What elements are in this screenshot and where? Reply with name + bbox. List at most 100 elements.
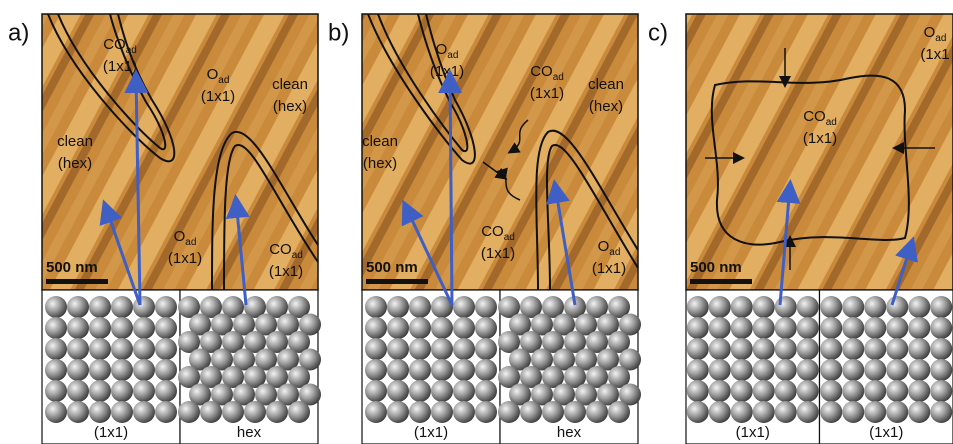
atom [775, 401, 797, 423]
atom [864, 380, 886, 402]
atom [111, 401, 133, 423]
annotation-text: (hex) [589, 98, 623, 115]
atom [133, 317, 155, 339]
atom [564, 401, 586, 423]
atom [908, 359, 930, 381]
atom [908, 296, 930, 318]
annotation-text: O [436, 41, 448, 58]
atom [608, 401, 630, 423]
atom [288, 401, 310, 423]
atom [709, 401, 731, 423]
atom [731, 317, 753, 339]
atom [387, 296, 409, 318]
atom [89, 401, 111, 423]
atom [431, 359, 453, 381]
atom [222, 401, 244, 423]
panel-label: c) [648, 19, 668, 46]
atom [731, 380, 753, 402]
atom [475, 380, 497, 402]
atom [797, 317, 819, 339]
atom [886, 401, 908, 423]
atom [475, 296, 497, 318]
atom [45, 380, 67, 402]
atom [409, 296, 431, 318]
atom [820, 338, 842, 360]
annotation-text: CO [481, 223, 504, 240]
atom [431, 380, 453, 402]
atom [409, 338, 431, 360]
panel-label: b) [328, 19, 349, 46]
scale-bar [690, 279, 752, 284]
annotation-text: CO [269, 241, 292, 258]
atom [908, 401, 930, 423]
atom [820, 380, 842, 402]
atom [753, 296, 775, 318]
atom [886, 296, 908, 318]
atom [111, 317, 133, 339]
annotation-text: (1x1) [168, 250, 202, 267]
atom [178, 401, 200, 423]
figure: a)500 nm(1x1)hexb)500 nm(1x1)hexc)500 nm… [0, 0, 953, 444]
atom [365, 338, 387, 360]
atom [431, 401, 453, 423]
atom [709, 317, 731, 339]
atom [797, 338, 819, 360]
annotation-text: CO [103, 36, 126, 53]
atom [864, 317, 886, 339]
annotation: (1x1) [269, 263, 303, 280]
atom [842, 380, 864, 402]
annotation: (hex) [58, 155, 92, 172]
atom [133, 359, 155, 381]
annotation-subscript: ad [609, 247, 620, 258]
atom [797, 380, 819, 402]
annotation: clean [362, 133, 398, 150]
atom [753, 401, 775, 423]
annotation-text: CO [530, 63, 553, 80]
atom [864, 338, 886, 360]
atom [89, 380, 111, 402]
atom [820, 359, 842, 381]
atom [753, 338, 775, 360]
atom [89, 296, 111, 318]
atom [111, 296, 133, 318]
atom [930, 359, 952, 381]
annotation: (1x1) [803, 130, 837, 147]
atom [453, 317, 475, 339]
atom [797, 359, 819, 381]
atom [45, 401, 67, 423]
atom [431, 317, 453, 339]
atom [475, 317, 497, 339]
atom [775, 338, 797, 360]
annotation-subscript: ad [447, 50, 458, 61]
annotation-text: (1x1) [201, 88, 235, 105]
atom [133, 380, 155, 402]
atom [453, 401, 475, 423]
stm-image [686, 14, 953, 290]
atom [820, 401, 842, 423]
atom [586, 401, 608, 423]
atom [387, 317, 409, 339]
atom [886, 359, 908, 381]
atom [155, 401, 177, 423]
annotation-text: (1x1) [803, 130, 837, 147]
annotation-subscript: ad [218, 75, 229, 86]
annotation-subscript: ad [504, 232, 515, 243]
atom [67, 359, 89, 381]
atom [930, 338, 952, 360]
atom [453, 296, 475, 318]
atom [687, 296, 709, 318]
atom [930, 380, 952, 402]
atom [864, 359, 886, 381]
atom [842, 401, 864, 423]
atom [687, 317, 709, 339]
atom [155, 359, 177, 381]
atom [687, 338, 709, 360]
atom [453, 380, 475, 402]
atom [687, 359, 709, 381]
annotation: (1x1) [481, 245, 515, 262]
atom [753, 317, 775, 339]
annotation-text: clean [272, 76, 308, 93]
atom [775, 296, 797, 318]
atom [453, 338, 475, 360]
atom [709, 380, 731, 402]
